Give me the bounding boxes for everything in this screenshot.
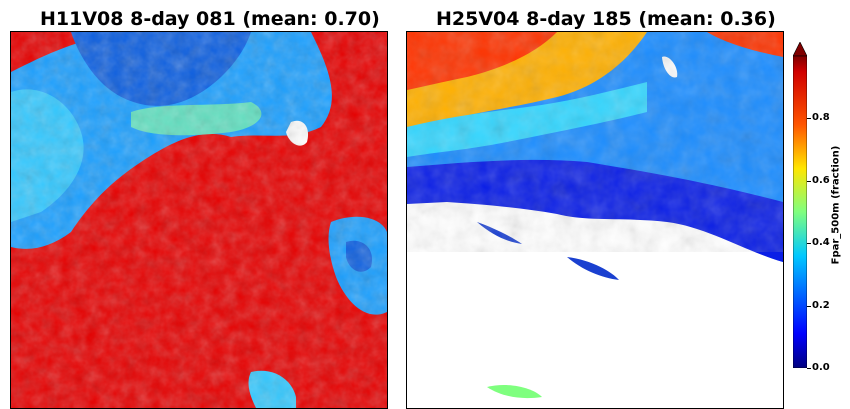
colorbar-tick-label: 0.8 bbox=[812, 112, 830, 123]
colorbar-tick-mark bbox=[807, 181, 811, 182]
colorbar-tick-label: 0.0 bbox=[812, 362, 830, 373]
colorbar-tick-mark bbox=[807, 243, 811, 244]
colorbar bbox=[793, 42, 807, 368]
fpar-map-h25v04 bbox=[406, 31, 784, 409]
panel-title-right: H25V04 8-day 185 (mean: 0.36) bbox=[436, 8, 776, 30]
colorbar-tick-label: 0.4 bbox=[812, 237, 830, 248]
colorbar-tick-mark bbox=[807, 368, 811, 369]
colorbar-tick-label: 0.6 bbox=[812, 175, 830, 186]
colorbar-tick-label: 0.2 bbox=[812, 300, 830, 311]
colorbar-tick-mark bbox=[807, 306, 811, 307]
colorbar-label: Fpar_500m (fraction) bbox=[830, 145, 842, 265]
panel-title-left: H11V08 8-day 081 (mean: 0.70) bbox=[40, 8, 380, 30]
colorbar-tick-mark bbox=[807, 118, 811, 119]
fpar-map-h11v08 bbox=[10, 31, 388, 409]
